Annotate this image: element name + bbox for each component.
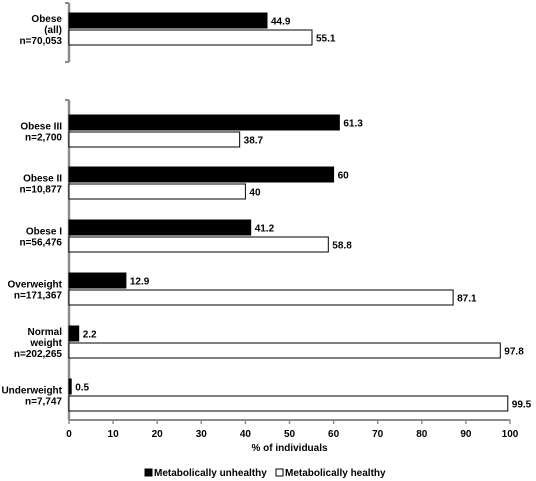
x-tick-label: 20 <box>152 429 164 440</box>
bar-unhealthy <box>68 114 340 131</box>
category-label: n=7,747 <box>25 397 62 408</box>
category-label: Obese <box>31 14 62 25</box>
category-label: Underweight <box>1 386 62 397</box>
x-axis: 0 10 20 30 40 50 60 70 80 90 100 % of individuals <box>66 419 519 454</box>
data-label: 40 <box>249 188 261 199</box>
category-label: Overweight <box>8 280 63 291</box>
data-label: 55.1 <box>316 34 336 45</box>
bar-unhealthy <box>68 219 252 236</box>
category-label: n=171,367 <box>14 291 63 302</box>
bar-healthy <box>68 29 313 46</box>
bar-healthy <box>68 183 246 200</box>
bar-healthy <box>68 236 329 253</box>
x-tick-label: 40 <box>240 429 252 440</box>
bar-group: Obese In=56,476 41.2 58.8 <box>19 219 352 253</box>
bar-unhealthy <box>68 272 127 289</box>
data-label: 87.1 <box>457 294 477 305</box>
x-axis-title: % of individuals <box>251 443 328 454</box>
data-label: 97.8 <box>504 347 524 358</box>
bar-group: Obese(all)n=70,053 44.9 55.1 <box>19 12 336 47</box>
legend-swatch-healthy <box>275 468 284 477</box>
data-label: 60 <box>338 171 350 182</box>
data-label: 0.5 <box>75 383 89 394</box>
data-label: 12.9 <box>130 277 150 288</box>
category-label: Normal <box>28 327 63 338</box>
legend-label: Metabolically unhealthy <box>154 468 267 479</box>
bar-healthy <box>68 131 241 148</box>
x-tick-label: 80 <box>416 429 428 440</box>
x-tick-label: 50 <box>284 429 296 440</box>
bar-unhealthy <box>68 378 72 395</box>
category-label: (all) <box>44 25 62 36</box>
bar-healthy <box>68 395 509 412</box>
legend: Metabolically unhealthy Metabolically hea… <box>144 468 386 479</box>
category-label: n=2,700 <box>25 133 62 144</box>
category-label: n=70,053 <box>19 36 62 47</box>
bar-healthy <box>68 289 454 306</box>
data-label: 44.9 <box>271 17 291 28</box>
x-tick-label: 70 <box>372 429 384 440</box>
data-label: 99.5 <box>512 400 532 411</box>
bar-healthy <box>68 342 501 359</box>
bar-unhealthy <box>68 12 268 29</box>
category-label: n=56,476 <box>19 238 62 249</box>
bar-unhealthy <box>68 166 335 183</box>
legend-swatch-unhealthy <box>144 468 153 477</box>
data-label: 2.2 <box>83 330 97 341</box>
x-tick-label: 0 <box>66 429 72 440</box>
category-label: n=202,265 <box>14 349 63 360</box>
legend-label: Metabolically healthy <box>285 468 386 479</box>
category-label: Obese II <box>23 174 62 185</box>
x-tick-label: 30 <box>196 429 208 440</box>
category-label: Obese I <box>26 227 62 238</box>
bar-unhealthy <box>68 325 80 342</box>
data-label: 58.8 <box>332 241 352 252</box>
category-label: weight <box>29 338 62 349</box>
category-label: n=10,877 <box>19 185 62 196</box>
data-label: 38.7 <box>244 136 264 147</box>
data-label: 41.2 <box>255 224 275 235</box>
x-tick-label: 10 <box>108 429 120 440</box>
x-tick-label: 100 <box>502 429 519 440</box>
data-label: 61.3 <box>343 119 363 130</box>
category-label: Obese III <box>20 122 62 133</box>
x-tick-label: 60 <box>328 429 340 440</box>
chart-panel-1: Obese(all)n=70,053 44.9 55.1 <box>19 2 336 63</box>
bar-group: Obese IIn=10,877 60 40 <box>19 166 350 200</box>
x-tick-label: 90 <box>460 429 472 440</box>
